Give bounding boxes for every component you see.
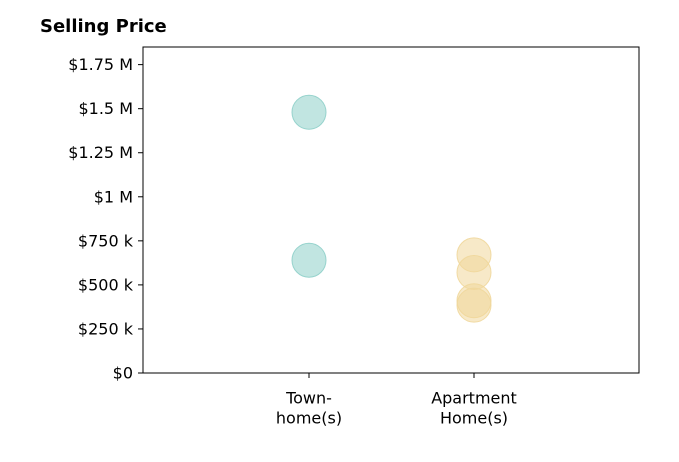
y-tick-label: $1 M <box>94 187 133 206</box>
y-tick-label: $750 k <box>78 231 134 250</box>
y-tick-label: $1.75 M <box>68 55 133 74</box>
data-points <box>291 94 492 323</box>
y-tick-label: $250 k <box>78 319 134 338</box>
chart-title: Selling Price <box>40 16 167 37</box>
y-axis: $0 $250 k $500 k $750 k $1 M $1.25 M $1.5 M $1.… <box>68 55 143 383</box>
plot-frame <box>142 46 640 374</box>
y-tick-label: $1.5 M <box>78 99 133 118</box>
x-tick-label: Apartment <box>431 389 517 408</box>
data-point <box>456 287 492 323</box>
y-tick-label: $500 k <box>78 275 134 294</box>
data-point <box>291 242 327 278</box>
x-tick-label: Town- <box>285 389 332 408</box>
y-tick-label: $1.25 M <box>68 143 133 162</box>
x-tick-label: home(s) <box>276 409 342 428</box>
data-point <box>291 94 327 130</box>
x-tick-label: Home(s) <box>440 409 508 428</box>
y-tick-label: $0 <box>113 364 133 383</box>
